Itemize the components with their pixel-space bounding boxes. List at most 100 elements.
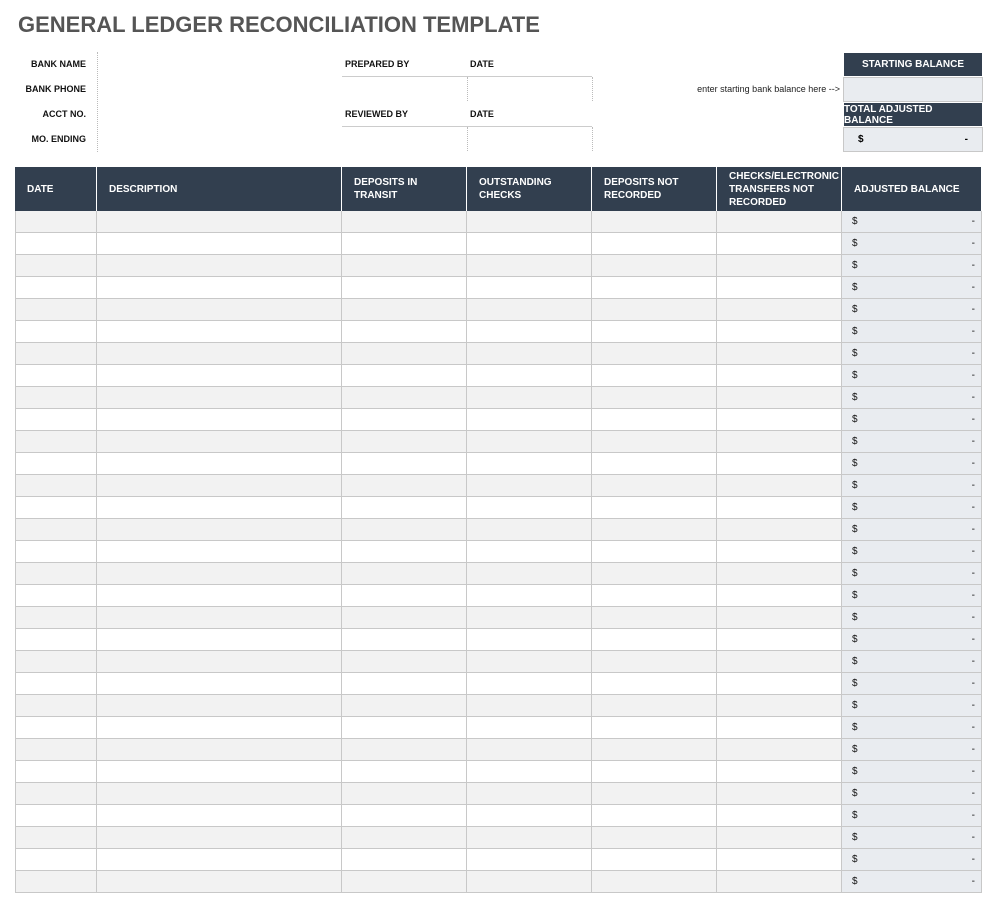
cell[interactable] <box>15 717 97 739</box>
cell[interactable] <box>15 541 97 563</box>
cell[interactable] <box>592 805 717 827</box>
cell[interactable] <box>467 431 592 453</box>
cell[interactable] <box>97 211 342 233</box>
cell[interactable] <box>717 409 842 431</box>
cell[interactable] <box>467 563 592 585</box>
cell[interactable] <box>342 211 467 233</box>
cell[interactable] <box>592 541 717 563</box>
cell[interactable] <box>97 849 342 871</box>
cell[interactable] <box>592 827 717 849</box>
cell[interactable] <box>467 365 592 387</box>
cell[interactable] <box>15 673 97 695</box>
cell[interactable] <box>592 651 717 673</box>
cell[interactable] <box>97 541 342 563</box>
cell[interactable] <box>97 783 342 805</box>
cell[interactable] <box>342 497 467 519</box>
cell[interactable] <box>592 607 717 629</box>
cell[interactable] <box>97 739 342 761</box>
cell[interactable] <box>592 739 717 761</box>
cell[interactable] <box>342 277 467 299</box>
cell[interactable] <box>467 475 592 497</box>
starting-balance-input[interactable] <box>843 77 983 102</box>
cell[interactable] <box>342 717 467 739</box>
cell[interactable] <box>15 761 97 783</box>
cell[interactable] <box>717 519 842 541</box>
cell[interactable] <box>717 849 842 871</box>
cell[interactable] <box>467 233 592 255</box>
cell[interactable] <box>15 211 97 233</box>
cell[interactable] <box>15 431 97 453</box>
cell[interactable] <box>717 475 842 497</box>
cell[interactable] <box>15 585 97 607</box>
cell[interactable] <box>467 211 592 233</box>
cell[interactable] <box>342 783 467 805</box>
cell[interactable] <box>342 233 467 255</box>
cell[interactable] <box>467 651 592 673</box>
cell[interactable] <box>97 717 342 739</box>
cell[interactable] <box>342 739 467 761</box>
cell[interactable] <box>15 343 97 365</box>
cell[interactable] <box>15 651 97 673</box>
cell[interactable] <box>592 761 717 783</box>
cell[interactable] <box>342 651 467 673</box>
cell[interactable] <box>15 827 97 849</box>
cell[interactable] <box>15 365 97 387</box>
cell[interactable] <box>342 519 467 541</box>
cell[interactable] <box>592 277 717 299</box>
cell[interactable] <box>717 607 842 629</box>
cell[interactable] <box>97 695 342 717</box>
cell[interactable] <box>592 299 717 321</box>
cell[interactable] <box>342 871 467 893</box>
cell[interactable] <box>15 255 97 277</box>
cell[interactable] <box>97 607 342 629</box>
cell[interactable] <box>467 255 592 277</box>
cell[interactable] <box>342 255 467 277</box>
cell[interactable] <box>592 871 717 893</box>
cell[interactable] <box>717 365 842 387</box>
cell[interactable] <box>15 277 97 299</box>
cell[interactable] <box>717 453 842 475</box>
cell[interactable] <box>342 299 467 321</box>
cell[interactable] <box>467 717 592 739</box>
cell[interactable] <box>592 519 717 541</box>
cell[interactable] <box>342 805 467 827</box>
cell[interactable] <box>15 387 97 409</box>
cell[interactable] <box>97 629 342 651</box>
cell[interactable] <box>15 783 97 805</box>
cell[interactable] <box>592 475 717 497</box>
cell[interactable] <box>97 365 342 387</box>
cell[interactable] <box>592 233 717 255</box>
cell[interactable] <box>467 673 592 695</box>
cell[interactable] <box>97 387 342 409</box>
cell[interactable] <box>15 805 97 827</box>
cell[interactable] <box>15 739 97 761</box>
cell[interactable] <box>467 541 592 563</box>
cell[interactable] <box>97 255 342 277</box>
cell[interactable] <box>97 475 342 497</box>
cell[interactable] <box>342 541 467 563</box>
cell[interactable] <box>467 805 592 827</box>
cell[interactable] <box>467 277 592 299</box>
cell[interactable] <box>592 849 717 871</box>
cell[interactable] <box>467 497 592 519</box>
cell[interactable] <box>592 255 717 277</box>
cell[interactable] <box>342 343 467 365</box>
cell[interactable] <box>717 651 842 673</box>
cell[interactable] <box>717 321 842 343</box>
cell[interactable] <box>592 783 717 805</box>
cell[interactable] <box>97 233 342 255</box>
cell[interactable] <box>342 365 467 387</box>
cell[interactable] <box>342 409 467 431</box>
cell[interactable] <box>467 739 592 761</box>
cell[interactable] <box>592 409 717 431</box>
cell[interactable] <box>97 563 342 585</box>
cell[interactable] <box>717 717 842 739</box>
cell[interactable] <box>342 563 467 585</box>
cell[interactable] <box>717 783 842 805</box>
cell[interactable] <box>467 695 592 717</box>
cell[interactable] <box>97 519 342 541</box>
cell[interactable] <box>717 541 842 563</box>
cell[interactable] <box>97 673 342 695</box>
cell[interactable] <box>592 717 717 739</box>
cell[interactable] <box>717 233 842 255</box>
